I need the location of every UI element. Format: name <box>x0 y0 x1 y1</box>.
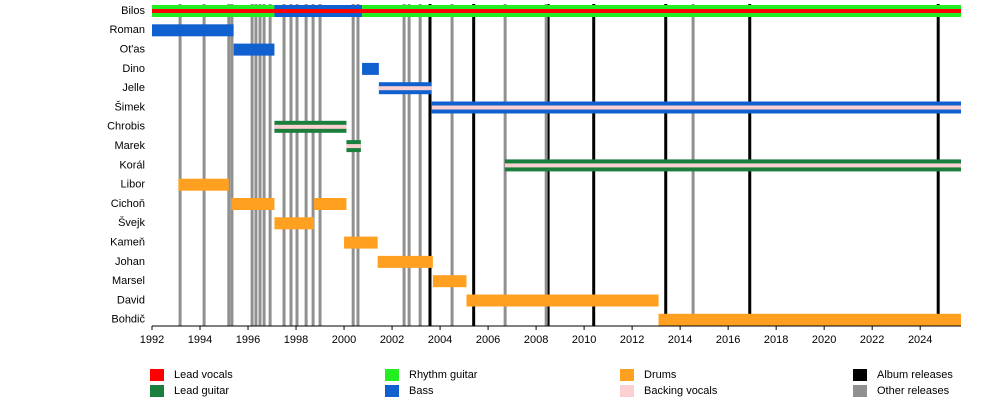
x-tick-label: 2010 <box>572 334 596 346</box>
role-bar <box>432 275 467 288</box>
x-tick-label: 2008 <box>524 334 548 346</box>
role-bar <box>233 43 275 56</box>
legend-swatch <box>853 385 867 397</box>
legend-label: Rhythm guitar <box>409 369 478 381</box>
member-name: Marsel <box>112 275 145 287</box>
member-name: David <box>117 294 145 306</box>
legend-label: Album releases <box>877 369 953 381</box>
x-tick-label: 2006 <box>476 334 500 346</box>
inner-bar <box>504 163 961 168</box>
role-bar <box>152 24 234 37</box>
x-tick-label: 2018 <box>764 334 788 346</box>
x-tick-label: 2014 <box>668 334 692 346</box>
legend-swatch <box>620 369 634 381</box>
member-name: Kameň <box>110 237 145 249</box>
legend-label: Other releases <box>877 385 950 397</box>
member-name: Korál <box>119 159 145 171</box>
legend-swatch <box>385 385 399 397</box>
inner-bar <box>378 86 432 91</box>
inner-bar <box>431 105 961 110</box>
role-bar <box>178 178 229 191</box>
member-name: Švejk <box>118 216 145 229</box>
legend-swatch <box>853 369 867 381</box>
x-tick-label: 2020 <box>812 334 836 346</box>
x-tick-label: 2000 <box>332 334 356 346</box>
x-tick-label: 2012 <box>620 334 644 346</box>
member-name: Jelle <box>122 82 145 94</box>
legend-swatch <box>150 369 164 381</box>
legend-label: Bass <box>409 385 434 397</box>
x-tick-label: 1992 <box>140 334 164 346</box>
legend-swatch <box>385 369 399 381</box>
x-tick-label: 1998 <box>284 334 308 346</box>
role-bar <box>231 198 275 210</box>
member-name: Cichoň <box>111 198 145 210</box>
legend-label: Drums <box>644 369 677 381</box>
legend-swatch <box>620 385 634 397</box>
member-name: Roman <box>110 24 145 36</box>
x-tick-label: 2016 <box>716 334 740 346</box>
x-tick-label: 2004 <box>428 334 452 346</box>
role-bar <box>314 198 347 210</box>
x-tick-label: 1996 <box>236 334 260 346</box>
role-bar <box>362 62 379 75</box>
legend-swatch <box>150 385 164 397</box>
member-name: Chrobis <box>107 121 145 133</box>
role-bar <box>377 255 433 268</box>
role-bar <box>658 313 961 326</box>
inner-bar <box>152 9 961 13</box>
member-name: Dino <box>122 63 145 75</box>
x-tick-label: 2022 <box>860 334 884 346</box>
member-name: Šimek <box>114 100 145 113</box>
legend-label: Lead vocals <box>174 369 233 381</box>
legend-label: Lead guitar <box>174 385 229 397</box>
member-name: Johan <box>115 256 145 268</box>
member-name: Libor <box>121 179 146 191</box>
member-name: Marek <box>114 140 145 152</box>
inner-bar <box>274 124 347 129</box>
member-name: Ot'as <box>120 44 146 56</box>
x-tick-label: 2024 <box>908 334 932 346</box>
x-tick-label: 1994 <box>188 334 212 346</box>
legend-label: Backing vocals <box>644 385 718 397</box>
role-bar <box>274 217 315 230</box>
role-bar <box>466 294 659 307</box>
x-tick-label: 2002 <box>380 334 404 346</box>
member-name: Bohdič <box>111 314 145 326</box>
member-name: Bilos <box>121 5 145 17</box>
inner-bar <box>346 144 361 149</box>
role-bar <box>344 236 378 249</box>
